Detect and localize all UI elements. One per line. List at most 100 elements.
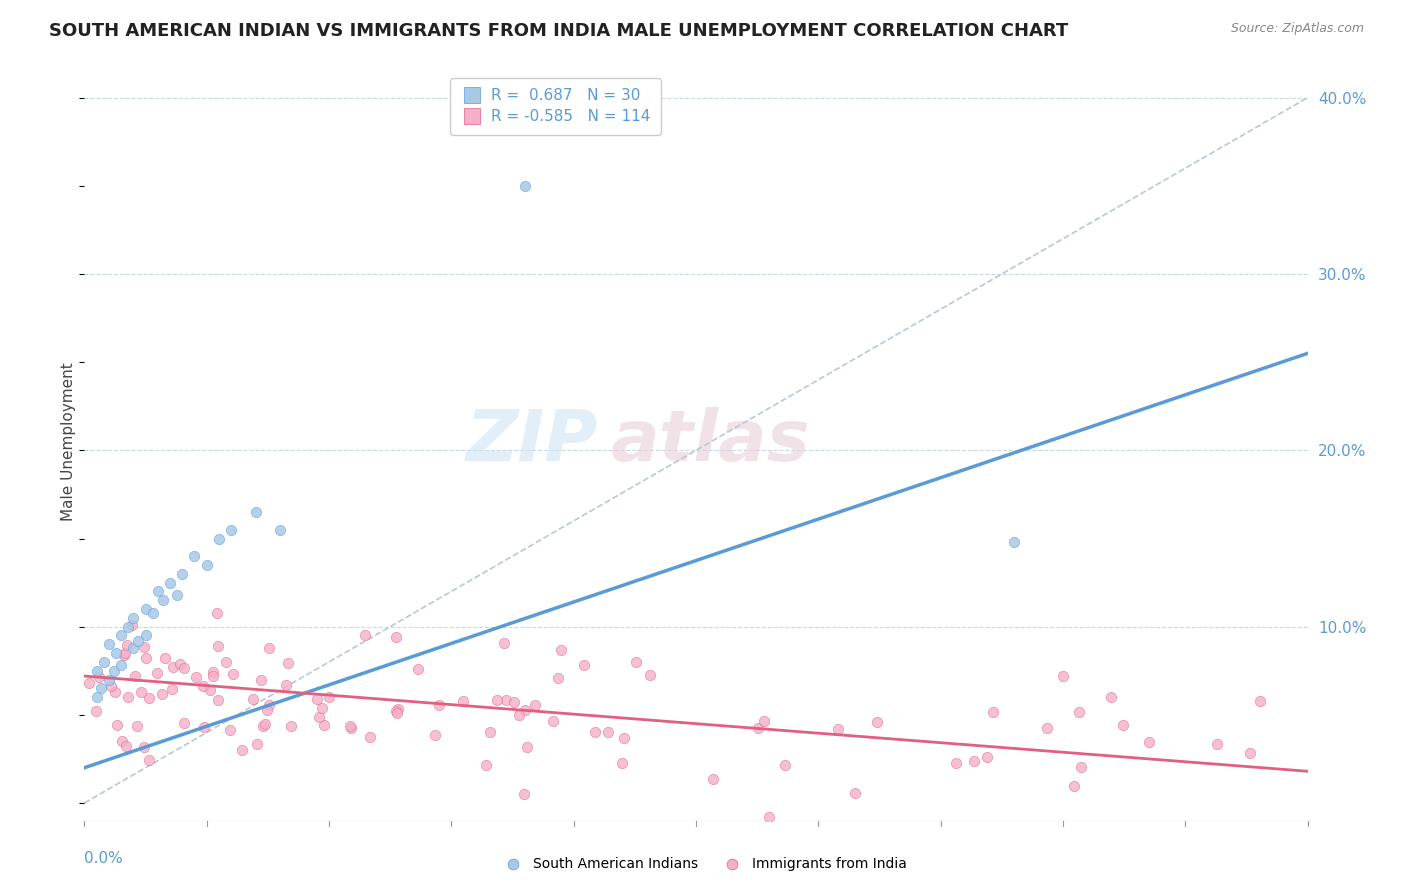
Point bbox=[339, 719, 361, 733]
Point bbox=[516, 740, 538, 755]
Point bbox=[1112, 718, 1135, 732]
Point bbox=[105, 717, 128, 731]
Point bbox=[160, 681, 183, 696]
Point bbox=[385, 704, 408, 718]
Point bbox=[162, 659, 184, 673]
Point bbox=[276, 678, 298, 692]
Point bbox=[543, 714, 565, 729]
Point bbox=[502, 695, 524, 709]
Point bbox=[1099, 690, 1122, 704]
Legend: R =  0.687   N = 30, R = -0.585   N = 114: R = 0.687 N = 30, R = -0.585 N = 114 bbox=[450, 78, 661, 136]
Point bbox=[574, 657, 596, 672]
Point bbox=[112, 648, 135, 663]
Point bbox=[138, 753, 160, 767]
Point bbox=[385, 630, 408, 644]
Point bbox=[93, 655, 115, 669]
Point bbox=[513, 703, 536, 717]
Point bbox=[201, 669, 224, 683]
Point bbox=[1070, 759, 1092, 773]
Point bbox=[115, 739, 138, 753]
Point bbox=[307, 691, 329, 706]
Point bbox=[256, 703, 278, 717]
Point bbox=[138, 691, 160, 706]
Point bbox=[451, 694, 474, 708]
Point bbox=[152, 593, 174, 607]
Point bbox=[1206, 737, 1229, 751]
Point bbox=[127, 633, 149, 648]
Point bbox=[311, 700, 333, 714]
Point bbox=[269, 523, 291, 537]
Point bbox=[1239, 747, 1261, 761]
Point bbox=[945, 756, 967, 771]
Point bbox=[117, 620, 139, 634]
Point bbox=[202, 665, 225, 679]
Point bbox=[259, 641, 281, 656]
Point bbox=[173, 716, 195, 731]
Point bbox=[146, 584, 169, 599]
Point bbox=[314, 718, 336, 732]
Point bbox=[172, 566, 194, 581]
Point bbox=[976, 750, 998, 764]
Point bbox=[207, 693, 229, 707]
Point bbox=[125, 719, 148, 733]
Point bbox=[111, 733, 134, 747]
Point bbox=[359, 730, 381, 744]
Point bbox=[97, 637, 120, 651]
Point bbox=[547, 671, 569, 685]
Point bbox=[844, 786, 866, 800]
Point bbox=[1002, 535, 1025, 549]
Point bbox=[513, 787, 536, 801]
Point bbox=[387, 701, 409, 715]
Y-axis label: Male Unemployment: Male Unemployment bbox=[60, 362, 76, 521]
Text: SOUTH AMERICAN INDIAN VS IMMIGRANTS FROM INDIA MALE UNEMPLOYMENT CORRELATION CHA: SOUTH AMERICAN INDIAN VS IMMIGRANTS FROM… bbox=[49, 22, 1069, 40]
Text: ZIP: ZIP bbox=[465, 407, 598, 476]
Point bbox=[117, 690, 139, 705]
Point bbox=[495, 693, 517, 707]
Point bbox=[827, 722, 849, 736]
Point bbox=[193, 721, 215, 735]
Point bbox=[406, 662, 429, 676]
Point bbox=[308, 710, 330, 724]
Point bbox=[242, 691, 264, 706]
Legend: South American Indians, Immigrants from India: South American Indians, Immigrants from … bbox=[494, 851, 912, 876]
Point bbox=[1063, 779, 1085, 793]
Point bbox=[1036, 722, 1059, 736]
Point bbox=[110, 658, 132, 673]
Point bbox=[183, 549, 205, 563]
Text: 0.0%: 0.0% bbox=[84, 851, 124, 866]
Point bbox=[640, 667, 662, 681]
Point bbox=[250, 673, 273, 687]
Point bbox=[121, 618, 143, 632]
Point bbox=[981, 705, 1004, 719]
Point bbox=[613, 731, 636, 746]
Point bbox=[231, 743, 253, 757]
Point bbox=[254, 717, 277, 731]
Point bbox=[598, 724, 620, 739]
Point bbox=[110, 628, 132, 642]
Point bbox=[773, 757, 796, 772]
Point bbox=[191, 679, 214, 693]
Point bbox=[626, 655, 648, 669]
Point bbox=[205, 606, 228, 620]
Point bbox=[86, 664, 108, 678]
Point bbox=[747, 721, 769, 735]
Point bbox=[280, 719, 302, 733]
Point bbox=[758, 810, 780, 824]
Point bbox=[276, 656, 298, 670]
Point bbox=[122, 640, 145, 655]
Point bbox=[702, 772, 724, 787]
Point bbox=[1249, 694, 1271, 708]
Point bbox=[508, 708, 530, 723]
Point bbox=[200, 683, 222, 698]
Point bbox=[97, 673, 120, 687]
Point bbox=[104, 685, 127, 699]
Point bbox=[159, 575, 181, 590]
Point bbox=[90, 681, 112, 696]
Point bbox=[145, 665, 167, 680]
Point bbox=[1052, 669, 1074, 683]
Point bbox=[135, 602, 157, 616]
Point bbox=[131, 685, 153, 699]
Point bbox=[245, 505, 267, 519]
Point bbox=[77, 676, 100, 690]
Point bbox=[150, 687, 173, 701]
